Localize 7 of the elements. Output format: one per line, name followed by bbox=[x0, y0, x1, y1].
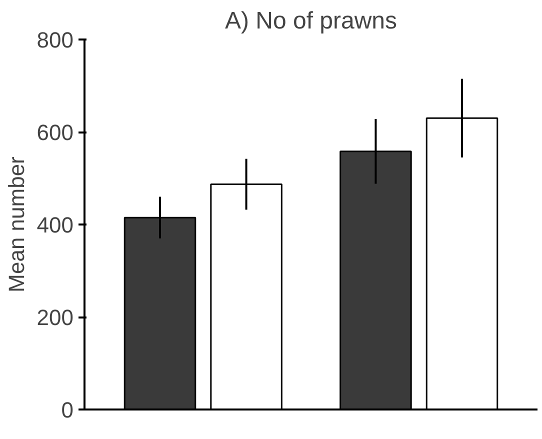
y-tick-label: 400 bbox=[36, 212, 74, 238]
chart-title: A) No of prawns bbox=[224, 8, 398, 34]
y-tick-label: 800 bbox=[36, 28, 74, 52]
y-axis-title: Mean number bbox=[4, 156, 29, 292]
y-tick-label: 200 bbox=[36, 305, 74, 330]
y-tick-label: 600 bbox=[36, 120, 74, 145]
y-tick-label: 0 bbox=[61, 398, 74, 422]
